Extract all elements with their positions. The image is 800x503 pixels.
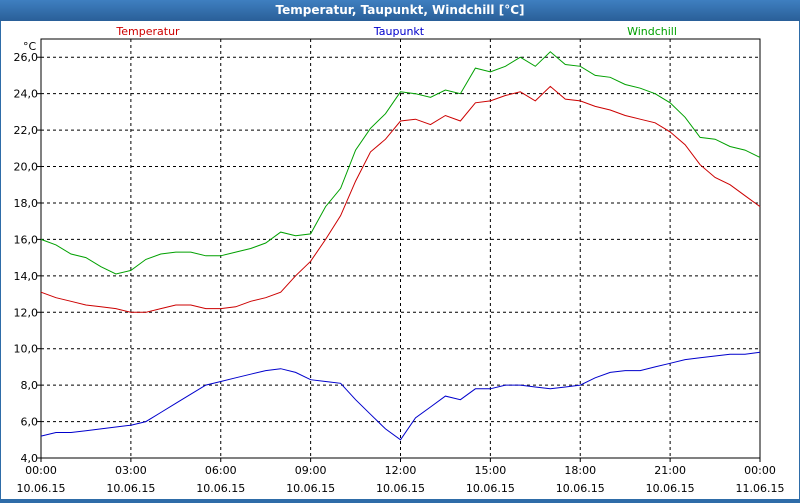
legend-windchill: Windchill — [627, 25, 677, 38]
x-tick-time: 06:00 — [205, 464, 237, 477]
x-tick-time: 00:00 — [25, 464, 57, 477]
y-tick-label: 26,0 — [14, 51, 39, 64]
y-axis-ticks: 4,0 6,0 8,0 10,0 12,0 14,0 16,0 18,0 20,0 22,0 24,… — [14, 51, 41, 465]
chart-area: 4,0 6,0 8,0 10,0 12,0 14,0 16,0 18,0 20,0 22,0 24,… — [1, 21, 799, 499]
x-tick-time: 15:00 — [475, 464, 507, 477]
x-tick-date: 10.06.15 — [646, 482, 695, 495]
grid — [41, 39, 760, 458]
y-tick-label: 6,0 — [21, 416, 39, 429]
x-tick-time: 00:00 — [744, 464, 776, 477]
y-tick-label: 14,0 — [14, 270, 39, 283]
y-tick-label: 20,0 — [14, 161, 39, 174]
x-tick-time: 03:00 — [115, 464, 147, 477]
legend-taupunkt: Taupunkt — [373, 25, 425, 38]
y-tick-label: 12,0 — [14, 306, 39, 319]
x-tick-date: 11.06.15 — [736, 482, 785, 495]
legend-temperatur: Temperatur — [115, 25, 180, 38]
x-tick-time: 12:00 — [385, 464, 417, 477]
y-tick-label: 16,0 — [14, 233, 39, 246]
series-line-taupunkt — [40, 351, 761, 441]
x-tick-date: 10.06.15 — [196, 482, 245, 495]
x-tick-time: 09:00 — [295, 464, 327, 477]
y-axis-unit: °C — [23, 40, 37, 53]
series-line-temperatur — [40, 85, 761, 313]
x-tick-time: 18:00 — [564, 464, 596, 477]
y-tick-label: 24,0 — [14, 88, 39, 101]
x-tick-date: 10.06.15 — [286, 482, 335, 495]
x-tick-time: 21:00 — [654, 464, 686, 477]
y-tick-label: 10,0 — [14, 343, 39, 356]
x-tick-date: 10.06.15 — [556, 482, 605, 495]
y-tick-label: 4,0 — [21, 452, 39, 465]
x-axis-ticks: 00:00 10.06.15 03:00 10.06.15 06:00 10.06.15 0… — [17, 458, 785, 495]
x-tick-date: 10.06.15 — [106, 482, 155, 495]
series-line-windchill — [40, 51, 761, 275]
y-tick-label: 18,0 — [14, 197, 39, 210]
x-tick-date: 10.06.15 — [466, 482, 515, 495]
x-tick-date: 10.06.15 — [376, 482, 425, 495]
line-chart: 4,0 6,0 8,0 10,0 12,0 14,0 16,0 18,0 20,0 22,0 24,… — [1, 21, 799, 499]
y-tick-label: 22,0 — [14, 124, 39, 137]
y-tick-label: 8,0 — [21, 379, 39, 392]
x-tick-date: 10.06.15 — [17, 482, 66, 495]
series-lines — [40, 51, 761, 441]
window-title: Temperatur, Taupunkt, Windchill [°C] — [0, 0, 800, 21]
